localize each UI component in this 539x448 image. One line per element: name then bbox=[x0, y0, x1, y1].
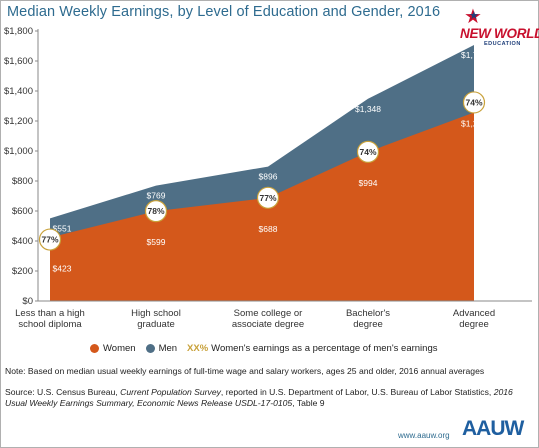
x-category-label: degree bbox=[353, 319, 383, 330]
y-tick-label: $600 bbox=[12, 206, 33, 217]
source-part2: , reported in U.S. Department of Labor, … bbox=[220, 387, 494, 397]
x-category-label: High school bbox=[131, 308, 181, 319]
legend-women-label: Women bbox=[103, 343, 136, 354]
y-tick-label: $1,800 bbox=[4, 26, 33, 37]
legend-men-label: Men bbox=[158, 343, 178, 354]
ratio-label: 74% bbox=[359, 147, 376, 157]
y-tick-label: $1,600 bbox=[4, 56, 33, 67]
x-category-label: Bachelor's bbox=[346, 308, 390, 319]
legend-ratio-text: Women's earnings as a percentage of men'… bbox=[211, 343, 438, 354]
star-icon: ★ bbox=[464, 6, 482, 28]
legend-women: Women bbox=[90, 343, 136, 354]
x-category-label: Some college or bbox=[234, 308, 303, 319]
chart-note: Note: Based on median usual weekly earni… bbox=[5, 366, 485, 376]
x-category-label: degree bbox=[459, 319, 489, 330]
source-part3: , Table 9 bbox=[292, 397, 325, 408]
footer-url: www.aauw.org bbox=[398, 431, 450, 440]
source-publication: 2016 Usual Weekly Earnings Summary, Econ… bbox=[5, 387, 513, 408]
ratio-circle bbox=[356, 140, 380, 163]
ratio-circle bbox=[144, 200, 168, 223]
logo-line2: EDUCATION bbox=[484, 41, 521, 47]
ratio-circle bbox=[462, 91, 486, 114]
y-tick-label: $800 bbox=[12, 176, 33, 187]
men-value-label: $896 bbox=[259, 172, 278, 182]
ratio-label: 77% bbox=[41, 235, 58, 245]
ratio-label: 74% bbox=[465, 97, 482, 107]
women-value-label: $994 bbox=[359, 178, 378, 188]
chart-legend: Women Men XX% Women's earnings as a perc… bbox=[90, 343, 447, 354]
ratio-label: 78% bbox=[147, 206, 164, 216]
x-category-label: school diploma bbox=[18, 319, 82, 330]
legend-ratio: XX% Women's earnings as a percentage of … bbox=[187, 343, 437, 354]
chart-source: Source: U.S. Census Bureau, Current Popu… bbox=[5, 387, 525, 408]
y-tick-label: $1,200 bbox=[4, 116, 33, 127]
legend-men: Men bbox=[145, 343, 178, 354]
men-value-label: $1,707 bbox=[461, 50, 487, 60]
aauw-logo: AAUW bbox=[462, 417, 524, 440]
star-figure-icon: ★ bbox=[469, 10, 479, 22]
area-chart: $0 $200 $400 $600 $800 $1,000 $1,200 $1,400 $1,6… bbox=[4, 26, 532, 330]
ratio-circle bbox=[256, 186, 280, 209]
women-value-label: $423 bbox=[53, 264, 72, 274]
source-part1: Source: U.S. Census Bureau, bbox=[5, 387, 121, 397]
logo-line1: NEW WORLD bbox=[460, 26, 539, 41]
x-category-label: associate degree bbox=[232, 319, 304, 330]
chart-title: Median Weekly Earnings, by Level of Educ… bbox=[7, 4, 441, 20]
y-tick-label: $1,000 bbox=[4, 146, 33, 157]
source-cps: Current Population Survey bbox=[120, 387, 221, 397]
women-value-label: $1,257 bbox=[461, 118, 487, 128]
x-category-label: graduate bbox=[137, 319, 175, 330]
men-value-label: $551 bbox=[53, 223, 72, 233]
legend-ratio-symbol: XX% bbox=[187, 343, 209, 354]
legend-women-swatch bbox=[90, 344, 99, 353]
new-world-education-logo: ★ ★ NEW WORLD EDUCATION bbox=[448, 6, 539, 50]
men-value-label: $769 bbox=[147, 191, 166, 201]
women-value-label: $688 bbox=[259, 224, 278, 234]
women-value-label: $599 bbox=[147, 237, 166, 247]
ratio-label: 77% bbox=[259, 193, 276, 203]
x-category-label: Advanced bbox=[453, 308, 495, 319]
y-tick-label: $400 bbox=[12, 236, 33, 247]
y-tick-label: $0 bbox=[22, 296, 33, 307]
y-tick-label: $1,400 bbox=[4, 86, 33, 97]
y-tick-label: $200 bbox=[12, 266, 33, 277]
x-category-label: Less than a high bbox=[15, 308, 85, 319]
men-value-label: $1,348 bbox=[355, 104, 381, 114]
ratio-circle bbox=[38, 228, 62, 251]
legend-men-swatch bbox=[145, 344, 155, 353]
